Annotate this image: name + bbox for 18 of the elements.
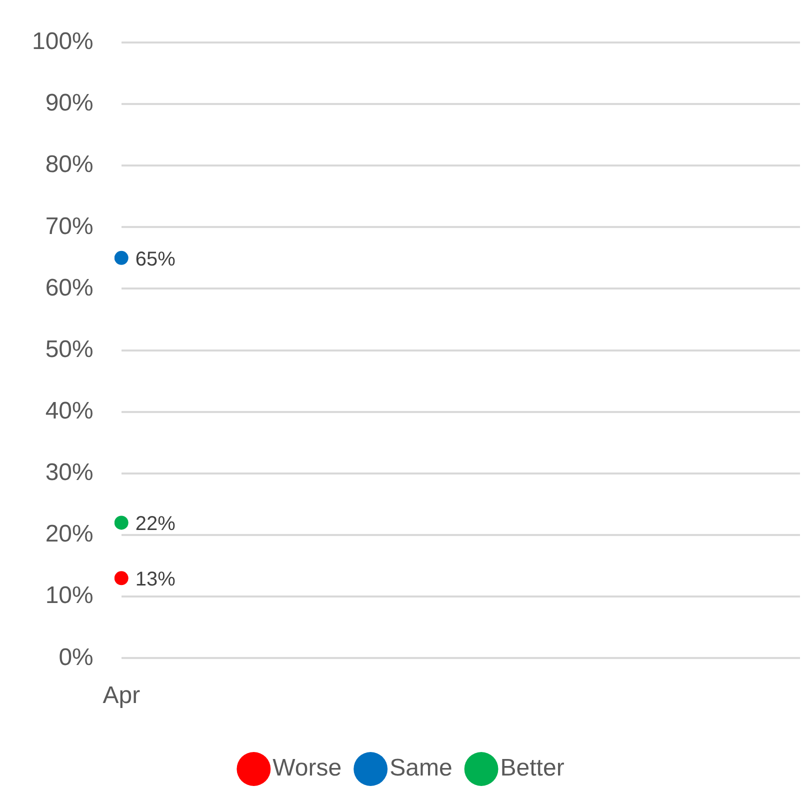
y-tick-label: 0% xyxy=(58,644,94,671)
legend-label: Worse xyxy=(272,754,342,782)
x-tick-label: Apr xyxy=(102,682,140,710)
data-label: 65% xyxy=(135,248,176,270)
y-tick-label: 100% xyxy=(32,28,94,56)
y-tick-label: 90% xyxy=(45,90,94,117)
legend-label: Same xyxy=(390,754,452,782)
y-tick-label: 50% xyxy=(45,336,94,363)
legend-label: Better xyxy=(500,754,564,782)
y-tick-label: 60% xyxy=(45,274,94,302)
y-tick-label: 10% xyxy=(45,582,94,610)
data-label: 13% xyxy=(135,568,176,591)
y-tick-label: 30% xyxy=(45,459,94,486)
y-tick-label: 70% xyxy=(45,212,94,240)
y-tick-label: 20% xyxy=(45,520,94,548)
data-label: 22% xyxy=(135,513,176,536)
y-tick-label: 80% xyxy=(45,151,94,178)
y-tick-label: 40% xyxy=(45,398,94,425)
